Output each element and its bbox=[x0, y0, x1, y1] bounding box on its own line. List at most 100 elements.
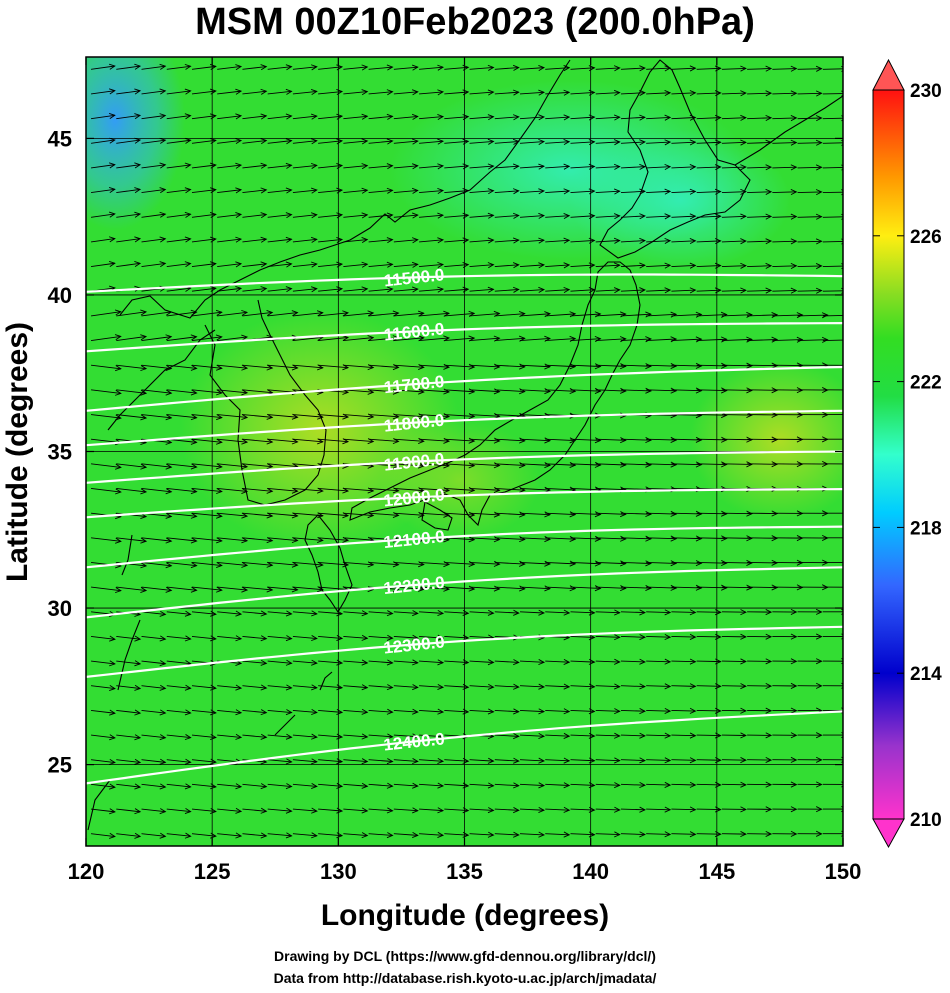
wind-arrow bbox=[595, 65, 621, 72]
wind-arrow bbox=[646, 707, 672, 714]
wind-arrow bbox=[772, 682, 798, 689]
wind-arrow bbox=[620, 65, 646, 72]
x-tick-label: 140 bbox=[572, 859, 609, 884]
wind-arrow bbox=[393, 634, 419, 641]
wind-arrow bbox=[545, 363, 577, 370]
wind-arrow bbox=[822, 389, 843, 391]
wind-arrow bbox=[772, 262, 798, 270]
wind-arrow bbox=[721, 362, 753, 369]
wind-arrow bbox=[191, 635, 217, 642]
wind-arrow bbox=[671, 213, 697, 220]
wind-arrow bbox=[217, 187, 243, 194]
wind-arrow bbox=[797, 312, 829, 319]
x-axis-title: Longitude (degrees) bbox=[321, 899, 609, 932]
wind-arrow bbox=[494, 212, 520, 219]
wind-arrow bbox=[721, 757, 747, 764]
wind-arrow bbox=[772, 139, 798, 146]
wind-arrow bbox=[721, 238, 747, 245]
wind-arrow bbox=[797, 90, 823, 97]
wind-arrow bbox=[671, 707, 697, 714]
wind-arrow bbox=[242, 212, 268, 219]
wind-arrow bbox=[519, 163, 545, 170]
wind-arrow bbox=[217, 309, 249, 317]
wind-arrow bbox=[393, 89, 419, 96]
wind-arrow bbox=[696, 262, 722, 269]
wind-arrow bbox=[267, 64, 293, 71]
wind-arrow bbox=[292, 487, 324, 494]
wind-arrow bbox=[646, 510, 678, 517]
wind-arrow bbox=[393, 807, 419, 814]
wind-arrow bbox=[570, 213, 596, 220]
wind-arrow bbox=[141, 610, 167, 617]
wind-arrow bbox=[570, 89, 596, 96]
wind-arrow bbox=[772, 90, 798, 97]
contour-line bbox=[86, 273, 843, 293]
wind-arrow bbox=[343, 610, 369, 617]
wind-arrow bbox=[141, 236, 167, 243]
wind-arrow bbox=[671, 65, 697, 72]
wind-arrow bbox=[545, 286, 571, 293]
wind-arrow bbox=[595, 708, 621, 715]
wind-arrow bbox=[772, 658, 798, 665]
wind-arrow bbox=[343, 758, 369, 765]
wind-arrow bbox=[519, 831, 546, 838]
wind-arrow bbox=[217, 463, 249, 470]
wind-arrow bbox=[318, 64, 344, 71]
wind-arrow bbox=[368, 138, 394, 145]
wind-arrow bbox=[772, 238, 798, 245]
wind-arrow bbox=[90, 832, 116, 839]
wind-arrow bbox=[292, 138, 318, 145]
wind-arrow bbox=[166, 586, 198, 593]
colorbar-tick-label: 210 bbox=[910, 810, 942, 831]
wind-arrow bbox=[141, 734, 167, 741]
wind-arrow bbox=[444, 89, 470, 96]
wind-arrow bbox=[545, 831, 571, 838]
wind-arrow bbox=[292, 88, 318, 95]
wind-arrow bbox=[393, 684, 419, 691]
wind-arrow bbox=[646, 584, 678, 591]
wind-arrow bbox=[721, 461, 753, 468]
wind-arrow bbox=[444, 237, 470, 244]
wind-arrow bbox=[292, 561, 324, 568]
wind-arrow bbox=[267, 438, 299, 445]
contour-line bbox=[86, 450, 843, 484]
wind-arrow bbox=[191, 709, 217, 716]
wind-arrow bbox=[696, 757, 722, 764]
wind-arrow bbox=[267, 783, 293, 790]
wind-arrow bbox=[116, 137, 142, 144]
wind-arrow bbox=[368, 807, 394, 814]
wind-arrow bbox=[217, 832, 243, 839]
wind-arrow bbox=[646, 163, 672, 171]
wind-arrow bbox=[141, 488, 173, 495]
wind-arrow bbox=[217, 413, 249, 420]
wind-arrow bbox=[696, 781, 722, 788]
wind-arrow bbox=[797, 608, 823, 615]
wind-arrow bbox=[469, 757, 495, 764]
y-tick-label: 40 bbox=[48, 283, 72, 308]
wind-arrow bbox=[444, 708, 470, 715]
wind-arrow bbox=[318, 334, 350, 341]
wind-arrow bbox=[519, 659, 546, 666]
wind-arrow bbox=[772, 336, 804, 343]
wind-arrow bbox=[116, 586, 148, 593]
wind-arrow bbox=[343, 659, 369, 666]
wind-arrow bbox=[343, 782, 369, 789]
wind-arrow bbox=[570, 683, 596, 690]
wind-arrow bbox=[116, 684, 142, 691]
wind-arrow bbox=[747, 65, 773, 72]
wind-arrow bbox=[721, 707, 747, 714]
wind-arrow bbox=[797, 658, 823, 665]
wind-arrow bbox=[444, 831, 470, 838]
wind-arrow bbox=[620, 114, 646, 121]
wind-arrow bbox=[343, 89, 369, 96]
wind-arrow bbox=[570, 634, 596, 641]
wind-arrow bbox=[721, 658, 747, 665]
wind-arrow bbox=[620, 584, 652, 591]
wind-arrow bbox=[191, 537, 223, 544]
wind-arrow bbox=[292, 586, 324, 593]
wind-arrow bbox=[671, 311, 703, 318]
wind-arrow bbox=[116, 783, 142, 790]
wind-arrow bbox=[696, 311, 728, 318]
wind-arrow bbox=[696, 560, 728, 567]
wind-arrow bbox=[217, 684, 243, 691]
